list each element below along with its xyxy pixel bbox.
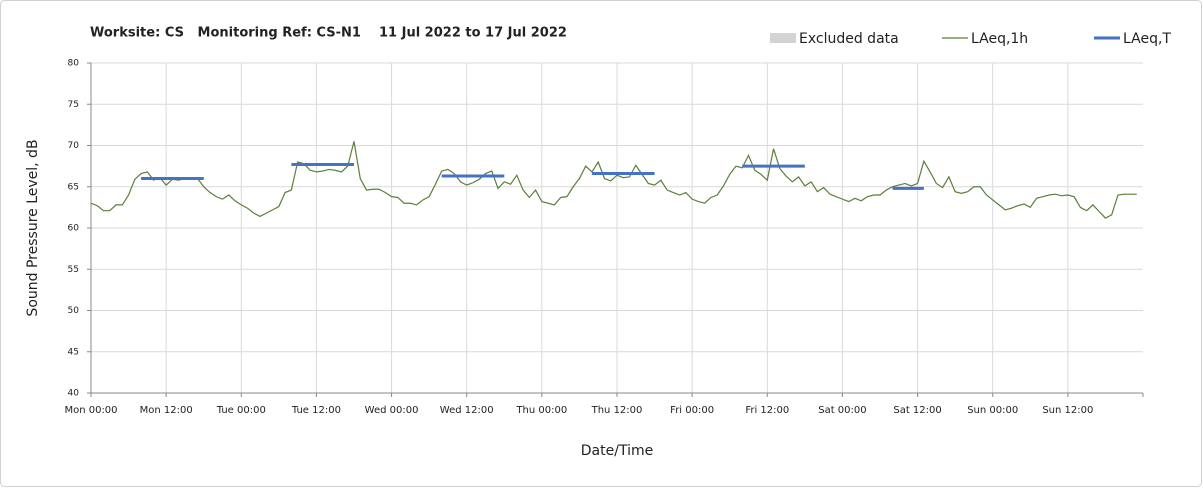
y-tick-label: 45 — [68, 347, 79, 357]
x-tick-label: Mon 12:00 — [140, 405, 193, 416]
legend-swatch — [770, 33, 796, 43]
x-tick-label: Sat 00:00 — [818, 405, 866, 416]
x-tick-label: Fri 00:00 — [670, 405, 714, 416]
y-tick-label: 65 — [68, 182, 79, 192]
x-tick-label: Mon 00:00 — [64, 405, 117, 416]
x-tick-label: Sun 00:00 — [967, 405, 1018, 416]
y-tick-label: 40 — [68, 389, 80, 399]
y-tick-label: 60 — [68, 224, 80, 234]
y-tick-label: 75 — [68, 100, 79, 110]
y-tick-label: 80 — [68, 59, 80, 69]
legend-label: LAeq,T — [1123, 31, 1171, 47]
x-tick-label: Tue 00:00 — [216, 405, 266, 416]
chart-title: Worksite: CS Monitoring Ref: CS-N1 11 Ju… — [90, 26, 567, 41]
x-tick-label: Wed 00:00 — [365, 405, 419, 416]
x-tick-label: Wed 12:00 — [440, 405, 494, 416]
legend-label: LAeq,1h — [971, 31, 1028, 47]
x-tick-label: Thu 00:00 — [515, 405, 567, 416]
legend-label: Excluded data — [799, 31, 899, 47]
x-tick-label: Thu 12:00 — [591, 405, 643, 416]
y-tick-label: 70 — [68, 141, 80, 151]
x-tick-label: Sun 12:00 — [1042, 405, 1093, 416]
y-tick-label: 55 — [68, 265, 79, 275]
y-tick-label: 50 — [68, 306, 80, 316]
x-tick-label: Fri 12:00 — [745, 405, 789, 416]
y-axis-label: Sound Pressure Level, dB — [25, 139, 41, 316]
x-axis-label: Date/Time — [581, 443, 653, 459]
x-tick-label: Tue 12:00 — [291, 405, 341, 416]
x-tick-label: Sat 12:00 — [893, 405, 941, 416]
data-line — [90, 141, 1137, 219]
